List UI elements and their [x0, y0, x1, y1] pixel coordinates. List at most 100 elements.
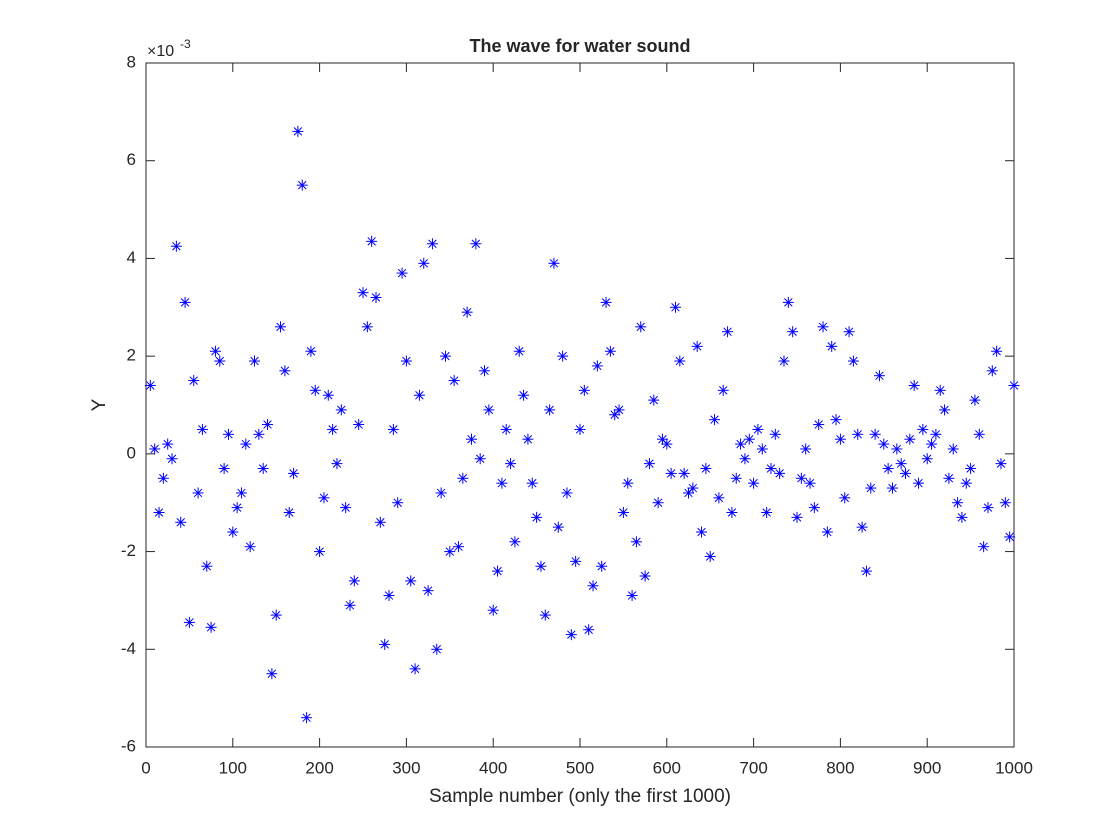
marker [179, 296, 191, 308]
marker [726, 506, 738, 518]
marker [201, 560, 213, 572]
marker [1008, 379, 1020, 391]
marker [709, 414, 721, 426]
marker [218, 463, 230, 475]
marker [678, 467, 690, 479]
marker-stroke [792, 513, 802, 522]
marker [240, 438, 252, 450]
marker [387, 423, 399, 435]
marker [973, 428, 985, 440]
marker-stroke [228, 527, 238, 537]
marker [257, 463, 269, 475]
marker-stroke [736, 439, 745, 449]
marker-stroke [519, 390, 528, 400]
marker [500, 423, 512, 435]
marker-stroke [215, 356, 225, 366]
marker-stroke [315, 547, 324, 556]
marker [934, 384, 946, 396]
marker [661, 438, 673, 450]
x-tick-label: 200 [305, 758, 333, 777]
marker-stroke [528, 478, 537, 488]
marker [904, 433, 916, 445]
marker-stroke [493, 566, 502, 576]
marker-stroke [753, 425, 763, 434]
marker [986, 365, 998, 377]
x-tick-label: 300 [392, 758, 420, 777]
marker [153, 506, 165, 518]
marker [808, 502, 820, 514]
y-tick-label: 6 [127, 150, 136, 169]
marker-stroke [784, 298, 793, 307]
marker [205, 621, 217, 633]
marker [830, 414, 842, 426]
marker-stroke [922, 454, 932, 463]
marker-stroke [614, 405, 624, 415]
marker-stroke [1001, 498, 1010, 507]
marker [635, 321, 647, 333]
marker [960, 477, 972, 489]
x-tick-label: 600 [653, 758, 681, 777]
marker [956, 511, 968, 523]
marker [400, 355, 412, 367]
marker [696, 526, 708, 538]
marker [691, 340, 703, 352]
marker [748, 477, 760, 489]
marker-stroke [167, 454, 177, 463]
marker [769, 428, 781, 440]
marker-stroke [675, 356, 685, 366]
marker-stroke [367, 237, 376, 246]
marker [687, 482, 699, 494]
marker-stroke [454, 542, 463, 551]
marker [413, 389, 425, 401]
marker [209, 345, 221, 357]
marker-stroke [471, 239, 481, 249]
marker-stroke [280, 366, 290, 376]
marker [643, 458, 655, 470]
marker-stroke [332, 459, 342, 468]
marker [370, 292, 382, 304]
marker [409, 663, 421, 675]
marker [882, 463, 894, 475]
marker [843, 326, 855, 338]
marker-stroke [354, 420, 363, 429]
marker [917, 423, 929, 435]
marker [162, 438, 174, 450]
y-tick-label: 4 [127, 248, 136, 267]
marker-stroke [671, 303, 680, 312]
y-multiplier-base: ×10 [147, 43, 174, 60]
marker-stroke [363, 322, 372, 332]
marker-stroke [350, 576, 359, 586]
marker [604, 345, 616, 357]
marker-stroke [758, 444, 767, 454]
marker [930, 428, 942, 440]
marker-stroke [237, 488, 246, 498]
marker [821, 526, 833, 538]
y-multiplier-exponent: -3 [180, 37, 191, 51]
marker [188, 375, 200, 387]
marker [479, 365, 491, 377]
marker-stroke [510, 537, 520, 547]
marker [483, 404, 495, 416]
marker [591, 360, 603, 372]
marker-stroke [458, 474, 468, 483]
marker-stroke [632, 537, 641, 547]
marker-stroke [688, 483, 698, 493]
marker-stroke [636, 322, 646, 332]
marker [978, 541, 990, 553]
marker-stroke [940, 405, 949, 415]
marker [149, 443, 161, 455]
marker [778, 355, 790, 367]
marker-stroke [584, 625, 593, 634]
marker [513, 345, 525, 357]
marker [939, 404, 951, 416]
marker [157, 472, 169, 484]
marker-stroke [788, 327, 797, 336]
marker-stroke [484, 405, 494, 415]
marker-stroke [844, 327, 854, 336]
marker-stroke [1005, 532, 1014, 542]
marker-stroke [432, 645, 442, 654]
marker-stroke [948, 444, 958, 454]
marker-stroke [571, 557, 580, 566]
marker-stroke [601, 298, 611, 307]
